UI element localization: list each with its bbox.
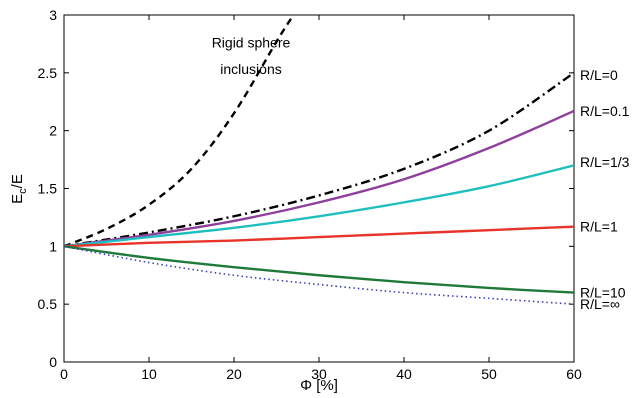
svg-text:Ec/E: Ec/E (9, 174, 29, 204)
series-label: R/L=1 (580, 219, 618, 235)
annotations: Rigid sphere inclusions (212, 34, 291, 77)
x-tick-label: 20 (226, 366, 242, 382)
y-axis-label-rest: /E (9, 174, 26, 188)
x-tick-label: 60 (566, 366, 582, 382)
x-tick-label: 10 (141, 366, 157, 382)
annotation-text: inclusions (220, 61, 281, 77)
y-axis-label: Ec/E (9, 174, 29, 204)
y-tick-label: 0 (49, 354, 57, 370)
x-tick-label: 50 (481, 366, 497, 382)
x-axis-label: Φ [%] (300, 377, 338, 394)
x-tick-label: 30 (311, 366, 327, 382)
ticks: 0 10 20 30 40 50 60 0 0.5 1 1.5 2 2.5 3 (38, 7, 582, 382)
y-tick-label: 1 (49, 238, 57, 254)
series-line-5 (64, 245, 574, 294)
series-lines (64, 15, 574, 305)
x-tick-label: 0 (60, 366, 68, 382)
series-line-4 (64, 225, 574, 248)
x-tick-label: 40 (396, 366, 412, 382)
series-label: R/L=1/3 (580, 154, 630, 170)
series-line-6 (64, 245, 574, 305)
y-tick-label: 2.5 (38, 65, 58, 81)
y-axis-label-main: E (9, 194, 26, 204)
series-line-0 (64, 15, 295, 248)
y-axis-label-sub: c (17, 188, 29, 194)
y-tick-label: 1.5 (38, 181, 58, 197)
plot-frame (63, 14, 575, 363)
y-tick-label: 3 (49, 7, 57, 23)
annotation-text: Rigid sphere (212, 34, 291, 50)
series-labels: R/L=0 R/L=0.1 R/L=1/3 R/L=1 R/L=10R/L=∞ (580, 67, 630, 312)
series-line-3 (64, 164, 574, 248)
y-tick-label: 0.5 (38, 296, 58, 312)
series-line-2 (64, 109, 574, 248)
series-label: R/L=10 (580, 285, 626, 301)
series-label: R/L=0.1 (580, 103, 630, 119)
series-label: R/L=∞ (580, 296, 620, 312)
y-tick-label: 2 (49, 123, 57, 139)
series-label: R/L=0 (580, 67, 618, 83)
series-line-1 (64, 71, 574, 248)
